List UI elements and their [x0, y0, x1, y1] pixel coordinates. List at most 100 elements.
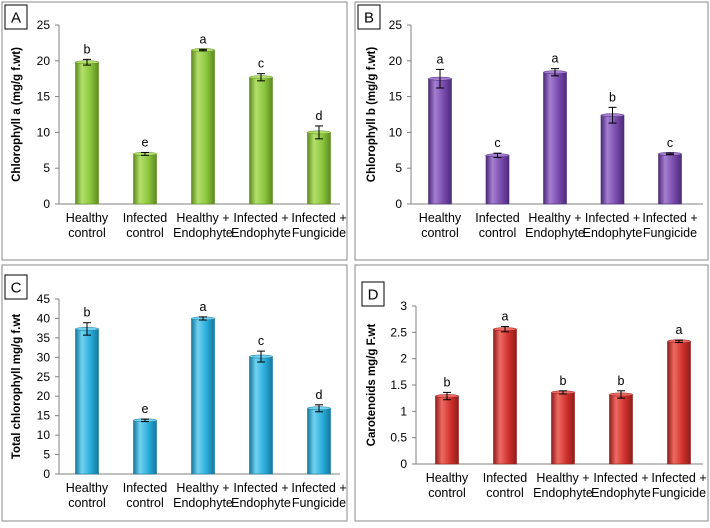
x-tick-label: control: [428, 486, 466, 500]
y-tick-label: 30: [37, 350, 51, 364]
x-tick-label: Healthy +: [528, 211, 581, 225]
y-tick-label: 15: [37, 409, 51, 423]
x-tick-label: Endophyte: [231, 496, 291, 510]
x-tick-label: Infected +: [642, 211, 697, 225]
y-tick-label: 0: [43, 467, 50, 481]
x-tick-label: Healthy: [66, 211, 109, 225]
y-tick-label: 45: [37, 292, 51, 306]
significance-label: d: [316, 109, 323, 123]
y-tick-label: 5: [43, 161, 50, 175]
significance-label: c: [667, 136, 673, 150]
y-tick-label: 1: [400, 404, 407, 418]
x-tick-label: Endophyte: [231, 226, 291, 240]
significance-label: e: [142, 135, 149, 149]
bar: [493, 328, 517, 465]
bar: [133, 153, 157, 205]
x-tick-label: control: [126, 496, 164, 510]
significance-label: b: [84, 306, 91, 320]
bar: [133, 420, 157, 475]
bar: [435, 395, 459, 465]
y-tick-label: 3: [400, 299, 407, 313]
chart-panel-b: B 0 5 10 15 20 25 Chlorophyll b (mg/g f.wt) a Hea…: [354, 1, 709, 261]
significance-label: b: [609, 90, 616, 104]
x-tick-label: Healthy: [419, 211, 462, 225]
y-tick-label: 0: [43, 197, 50, 211]
significance-label: b: [618, 374, 625, 388]
significance-label: c: [258, 57, 264, 71]
x-tick-label: Endophyte: [533, 486, 593, 500]
panel-frame: [354, 1, 709, 261]
y-axis-label: Total chlorophyll mg/g f.wt: [11, 314, 23, 460]
y-tick-label: 40: [37, 311, 51, 325]
panel-label-box: [4, 274, 28, 300]
y-tick-label: 10: [37, 428, 51, 442]
significance-label: c: [258, 334, 264, 348]
x-tick-label: Infected +: [291, 211, 346, 225]
x-tick-label: Healthy: [426, 471, 469, 485]
y-tick-label: 15: [389, 90, 403, 104]
chart-panel-d: D 0 0.5 1 1.5 2 2.5 3 Carotenoids mg/g F.wt b Heal…: [354, 264, 709, 522]
chart-panel-c: C 0 5 10 15 20 25 30 35 40 45 Total chlorophyll mg/…: [1, 264, 348, 522]
bar: [428, 78, 452, 205]
x-tick-label: Fungicide: [652, 486, 706, 500]
y-tick-label: 5: [395, 161, 402, 175]
x-tick-label: control: [68, 496, 106, 510]
bar: [543, 71, 567, 205]
y-tick-label: 10: [37, 125, 51, 139]
bar: [485, 155, 510, 205]
y-tick-label: 20: [37, 389, 51, 403]
significance-label: b: [560, 374, 567, 388]
bar: [191, 49, 215, 205]
bar: [307, 132, 331, 205]
y-tick-label: 35: [37, 331, 51, 345]
y-tick-label: 0.5: [390, 431, 407, 445]
y-tick-label: 15: [37, 90, 51, 104]
x-tick-label: Fungicide: [643, 226, 697, 240]
panel-frame: [1, 264, 348, 522]
chart-panel-a: A 0 5 10 15 20 25 Chlorophyll a (mg/g f.wt) b Hea…: [1, 1, 348, 261]
x-tick-label: Fungicide: [292, 226, 346, 240]
y-tick-label: 25: [37, 18, 51, 32]
panel-frame: [354, 264, 709, 522]
x-tick-label: Infected +: [593, 471, 648, 485]
x-tick-label: Endophyte: [173, 496, 233, 510]
x-tick-label: control: [486, 486, 524, 500]
bar: [551, 392, 575, 465]
x-tick-label: control: [479, 226, 517, 240]
y-tick-label: 1.5: [390, 378, 407, 392]
bar: [609, 394, 633, 465]
x-tick-label: Fungicide: [292, 496, 346, 510]
significance-label: a: [200, 32, 207, 46]
panel-label-box: [361, 281, 385, 307]
y-tick-label: 5: [43, 448, 50, 462]
x-tick-label: Healthy: [66, 481, 109, 495]
panel-label-box: [4, 4, 28, 30]
y-tick-label: 0: [395, 197, 402, 211]
panel-label: C: [11, 280, 22, 297]
panel-label-box: [357, 4, 381, 30]
bar: [667, 340, 691, 465]
x-tick-label: Healthy +: [176, 211, 229, 225]
x-tick-label: Infected: [123, 211, 168, 225]
y-tick-label: 25: [389, 18, 403, 32]
y-tick-label: 25: [37, 370, 51, 384]
x-tick-label: Infected +: [651, 471, 706, 485]
x-tick-label: Infected +: [233, 481, 288, 495]
bar: [249, 76, 273, 205]
y-tick-label: 20: [37, 54, 51, 68]
y-axis-label: Chlorophyll a (mg/g f.wt): [11, 47, 23, 182]
bar: [600, 114, 625, 205]
significance-label: b: [444, 375, 451, 389]
significance-label: a: [200, 300, 207, 314]
y-tick-label: 20: [389, 54, 403, 68]
bar: [307, 407, 331, 475]
y-tick-label: 0: [400, 457, 407, 471]
x-tick-label: Infected: [483, 471, 528, 485]
significance-label: e: [142, 402, 149, 416]
x-tick-label: Infected: [123, 481, 168, 495]
x-tick-label: Infected +: [585, 211, 640, 225]
x-tick-label: control: [68, 226, 106, 240]
panel-label: A: [11, 10, 21, 27]
x-tick-label: Healthy +: [176, 481, 229, 495]
